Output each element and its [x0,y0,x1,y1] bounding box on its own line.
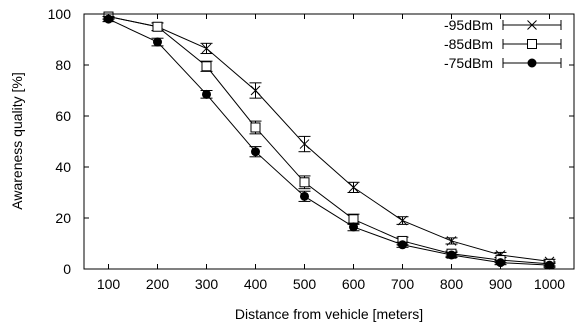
y-tick-label: 20 [55,210,71,226]
y-axis-label: Awareness quality [%] [9,72,25,209]
data-point [349,222,358,232]
x-marker-stroke [348,182,359,193]
y-tick-label: 100 [48,6,72,22]
data-point [447,250,456,260]
y-tick-label: 0 [63,261,71,277]
x-axis-label: Distance from vehicle [meters] [235,306,423,322]
data-point [299,139,310,149]
legend-label: -75dBm [444,55,493,71]
x-axis: 100 200 300 400 500 600 700 800 900 1000 [97,14,565,292]
data-point [348,214,359,225]
data-point [153,37,162,47]
data-point [398,240,407,250]
plot-frame [83,13,575,270]
series-2 [102,14,556,270]
x-tick-label: 1000 [534,276,565,292]
x-tick-label: 600 [342,276,366,292]
x-tick-label: 900 [489,276,513,292]
legend-marker [527,20,537,30]
data-point [348,182,359,193]
legend: -95dBm -85dBm -75dBm [444,17,562,71]
series-line [108,16,550,262]
y-tick-label: 40 [55,159,71,175]
x-marker-stroke [299,139,310,149]
x-marker-stroke [250,85,261,96]
x-tick-label: 100 [97,276,121,292]
y-tick-label: 60 [55,108,71,124]
data-point [299,177,310,188]
series-line [108,18,550,266]
data-point [250,122,261,133]
x-tick-label: 200 [146,276,170,292]
data-point [201,61,212,72]
series-line [108,16,550,265]
x-marker-stroke [397,215,408,226]
y-tick-label: 80 [55,57,71,73]
data-point [397,215,408,226]
legend-marker [527,58,537,68]
x-marker-stroke [446,236,457,246]
data-point [202,89,211,99]
data-point [152,21,163,32]
legend-label: -95dBm [444,17,493,33]
x-marker-stroke [201,43,212,54]
x-tick-label: 700 [391,276,415,292]
data-point [446,236,457,246]
x-tick-label: 800 [440,276,464,292]
y-axis: 0 20 40 60 80 100 [48,6,574,277]
x-tick-label: 400 [244,276,268,292]
data-point [201,43,212,54]
x-marker-stroke [527,20,537,30]
x-tick-label: 300 [195,276,219,292]
x-tick-label: 500 [293,276,317,292]
plot-area [102,11,556,270]
data-point [250,85,261,96]
legend-label: -85dBm [444,36,493,52]
data-point [251,147,260,157]
legend-marker [527,39,537,49]
data-point [300,191,309,201]
